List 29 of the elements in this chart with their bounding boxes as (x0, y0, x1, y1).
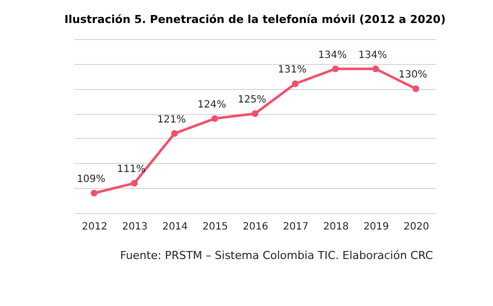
x-tick-label: 2020 (404, 222, 430, 232)
data-label: 125% (238, 94, 266, 106)
x-tick-label: 2014 (162, 222, 188, 232)
source-note: Fuente: PRSTM – Sistema Colombia TIC. Elaboración CRC (119, 249, 434, 262)
x-tick-label: 2018 (323, 222, 349, 232)
point (171, 130, 178, 137)
point (90, 190, 98, 196)
data-label: 130% (398, 70, 428, 81)
x-tick-label: 2016 (242, 222, 268, 232)
point (130, 180, 138, 187)
chart-title: Ilustración 5. Penetración de la telefonía móvil (2012 a 2020) (64, 13, 446, 26)
data-label: 124% (197, 100, 226, 111)
point (252, 110, 258, 117)
x-tick-label: 2013 (122, 222, 148, 232)
x-tick-label: 2015 (202, 222, 228, 232)
data-label: 134% (318, 50, 347, 61)
data-label: 121% (157, 114, 186, 126)
point (211, 115, 218, 122)
point (372, 65, 380, 72)
data-label: 109% (76, 174, 106, 186)
x-tick-label: 2019 (363, 222, 389, 232)
data-label: 111% (117, 164, 146, 176)
data-label: 131% (278, 64, 307, 76)
point (292, 80, 299, 88)
point (412, 85, 420, 92)
data-label: 134% (358, 50, 387, 61)
point (332, 65, 339, 72)
x-tick-label: 2012 (82, 222, 108, 232)
x-tick-label: 2017 (282, 222, 308, 232)
